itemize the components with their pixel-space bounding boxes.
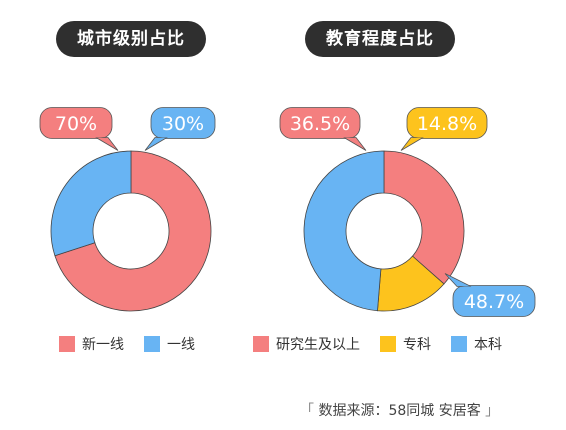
data-label: 36.5% <box>290 113 350 135</box>
bubble-fill <box>41 108 111 138</box>
bubble-tail <box>144 137 169 151</box>
data-label: 14.8% <box>417 113 477 135</box>
source-bracket-close: 」 <box>485 403 500 419</box>
legend-swatch <box>380 336 396 352</box>
chart2-legend: 研究生及以上 专科 本科 <box>253 334 522 354</box>
chart2-title: 教育程度占比 <box>305 21 455 57</box>
legend-label: 新一线 <box>82 337 124 353</box>
source-text: 数据来源：58同城 安居客 <box>318 403 481 419</box>
data-label-bubble: 36.5% <box>279 107 367 151</box>
data-label-bubble: 30% <box>144 107 216 151</box>
donut-education: 36.5% 14.8% 48.7% <box>279 107 536 317</box>
data-label-bubble: 70% <box>39 107 119 151</box>
bubble-tail <box>400 137 425 151</box>
data-label: 70% <box>55 113 97 135</box>
legend-item-bachelor: 本科 <box>451 334 502 354</box>
legend-item-new-tier1: 新一线 <box>59 334 124 354</box>
donut-city-level: 70% 30% <box>39 107 216 312</box>
legend-label: 研究生及以上 <box>276 337 360 353</box>
slice-新一线 <box>54 150 212 312</box>
bubble-fill <box>152 108 214 138</box>
source-bracket-open: 「 <box>300 403 314 419</box>
legend-label: 本科 <box>474 337 502 353</box>
data-label-bubble: 48.7% <box>444 273 536 317</box>
bubble-fill <box>454 286 534 316</box>
bubble-fill <box>281 108 359 138</box>
legend-label: 一线 <box>167 337 195 353</box>
bubble-tail <box>444 273 472 287</box>
chart1-title: 城市级别占比 <box>56 21 206 57</box>
slice-一线 <box>50 150 132 257</box>
legend-swatch <box>144 336 160 352</box>
bubble-fill <box>408 108 486 138</box>
legend-item-postgraduate: 研究生及以上 <box>253 334 360 354</box>
legend-swatch <box>59 336 75 352</box>
data-label: 48.7% <box>464 291 524 313</box>
data-source: 「 数据来源：58同城 安居客 」 <box>300 400 499 420</box>
legend-swatch <box>253 336 269 352</box>
legend-label: 专科 <box>403 337 431 353</box>
slice-研究生及以上 <box>383 150 465 285</box>
legend-swatch <box>451 336 467 352</box>
data-label-bubble: 14.8% <box>400 107 488 151</box>
slice-本科 <box>303 150 385 312</box>
bubble-tail <box>342 137 367 151</box>
legend-item-junior-college: 专科 <box>380 334 431 354</box>
bubble-tail <box>94 137 119 151</box>
legend-item-tier1: 一线 <box>144 334 195 354</box>
chart1-legend: 新一线 一线 <box>59 334 215 354</box>
data-label: 30% <box>162 113 204 135</box>
